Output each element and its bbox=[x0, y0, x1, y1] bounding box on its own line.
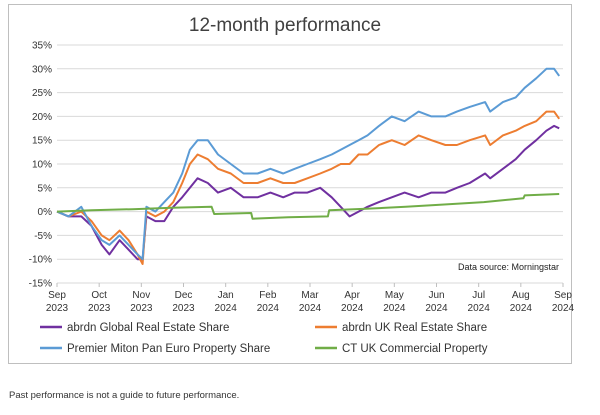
x-tick-label-year: 2024 bbox=[341, 303, 364, 314]
x-tick-label-month: Jul bbox=[472, 290, 485, 301]
legend-label: abrdn UK Real Estate Share bbox=[342, 322, 487, 334]
footnote: Past performance is not a guide to futur… bbox=[9, 390, 240, 401]
x-tick-label-month: Mar bbox=[301, 290, 319, 301]
chart-title: 12-month performance bbox=[189, 15, 381, 36]
x-tick-label-month: Feb bbox=[259, 290, 277, 301]
y-tick-label: -5% bbox=[34, 231, 52, 242]
series-line bbox=[56, 67, 561, 261]
y-tick-label: 25% bbox=[32, 88, 52, 99]
y-tick-label: -10% bbox=[29, 255, 52, 266]
y-tick-label: 10% bbox=[32, 160, 52, 171]
y-axis-tick-labels: -15% -10% -5% 0% 5% 10% 15% 20% 25% 30% 35% bbox=[29, 41, 52, 290]
x-tick-label-year: 2024 bbox=[299, 303, 322, 314]
series-line bbox=[56, 124, 560, 261]
x-tick-label-month: Nov bbox=[132, 290, 150, 301]
x-tick-label-year: 2024 bbox=[425, 303, 448, 314]
x-tick-label-year: 2023 bbox=[46, 303, 69, 314]
y-tick-label: 5% bbox=[38, 183, 53, 194]
x-tick-label-month: Jun bbox=[428, 290, 444, 301]
legend-label: Premier Miton Pan Euro Property Share bbox=[67, 343, 270, 355]
x-tick-label-year: 2024 bbox=[383, 303, 406, 314]
source-note: Data source: Morningstar bbox=[458, 262, 559, 272]
x-tick-label-year: 2024 bbox=[468, 303, 491, 314]
y-tick-label: 30% bbox=[32, 64, 52, 75]
x-tick-label-year: 2024 bbox=[257, 303, 280, 314]
x-tick-label-month: Dec bbox=[175, 290, 193, 301]
series-line bbox=[56, 193, 560, 220]
x-tick-label-year: 2023 bbox=[88, 303, 111, 314]
x-tick-label-year: 2024 bbox=[510, 303, 533, 314]
x-tick-label-month: Sep bbox=[554, 290, 572, 301]
x-tick-label-month: Apr bbox=[344, 290, 360, 301]
x-tick-label-year: 2023 bbox=[172, 303, 195, 314]
y-tick-label: 0% bbox=[38, 207, 53, 218]
x-axis-tick-labels: Sep 2023 Oct 2023 Nov 2023 Dec 2023 Jan 2024 Feb 20… bbox=[46, 283, 575, 314]
y-tick-label: 15% bbox=[32, 136, 52, 147]
x-tick-label-month: Jan bbox=[218, 290, 234, 301]
x-tick-label-year: 2024 bbox=[215, 303, 238, 314]
legend: abrdn Global Real Estate Share abrdn UK R… bbox=[40, 322, 488, 355]
legend-label: abrdn Global Real Estate Share bbox=[67, 322, 229, 334]
y-tick-label: -15% bbox=[29, 279, 52, 290]
legend-label: CT UK Commercial Property bbox=[342, 343, 488, 355]
x-tick-label-year: 2023 bbox=[130, 303, 153, 314]
y-tick-label: 20% bbox=[32, 112, 52, 123]
performance-line-chart: 12-month performance -15% -10% -5% 0% 5% 10% 1… bbox=[29, 15, 575, 355]
series-lines bbox=[56, 67, 561, 265]
y-tick-label: 35% bbox=[32, 41, 52, 52]
x-tick-label-year: 2024 bbox=[552, 303, 575, 314]
x-tick-label-month: May bbox=[385, 290, 404, 301]
x-tick-label-month: Oct bbox=[91, 290, 107, 301]
x-tick-label-month: Sep bbox=[48, 290, 66, 301]
x-tick-label-month: Aug bbox=[512, 290, 530, 301]
